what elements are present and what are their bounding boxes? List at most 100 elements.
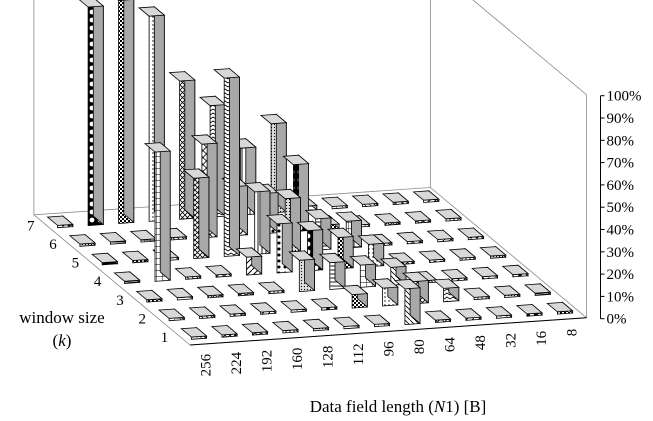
- bar-top-face: [131, 230, 156, 239]
- bar-top-face: [137, 290, 162, 299]
- y-axis-title-line2: (k): [53, 331, 72, 350]
- z-tick-label: 80%: [607, 133, 635, 149]
- x-tick-label: 16: [534, 330, 550, 346]
- x-tick-label: 80: [412, 339, 428, 354]
- bar-top-face: [312, 299, 337, 308]
- bar-w2-n112: [312, 299, 337, 311]
- window-size-tick-label: 7: [27, 218, 35, 234]
- bar-side-face: [199, 169, 209, 258]
- bar-top-face: [78, 0, 103, 7]
- bar-w7-n192: [109, 0, 134, 224]
- bar-w4-n8: [480, 247, 505, 259]
- bar-top-face: [228, 284, 253, 293]
- bar-w7-n16: [383, 193, 408, 205]
- z-tick-label: 70%: [607, 156, 635, 172]
- bar-w6-n32: [375, 214, 400, 226]
- bar-w3-n192: [198, 286, 223, 298]
- window-size-tick-label: 4: [94, 274, 102, 290]
- bar-top-face: [397, 232, 422, 241]
- bar-top-face: [261, 114, 286, 124]
- bar-top-face: [139, 7, 164, 16]
- bar-w6-n224: [100, 233, 125, 245]
- bar-w6-n192: [131, 230, 156, 242]
- bars-layer: [48, 0, 573, 339]
- x-tick-label: 224: [229, 351, 245, 374]
- x-tick-label: 192: [259, 350, 275, 373]
- bar-top-face: [517, 305, 542, 314]
- bar-w6-n8: [436, 209, 461, 221]
- bar-w1-n64: [425, 311, 450, 323]
- bar-top-face: [405, 212, 430, 221]
- bar-w7-n128: [170, 72, 195, 220]
- bar-w1-n96: [364, 315, 389, 327]
- bar-top-face: [414, 191, 439, 200]
- bar-w1-n112: [334, 317, 359, 329]
- z-tick-label: 0%: [607, 312, 627, 328]
- bar-w4-n160: [206, 266, 231, 278]
- z-tick-label: 30%: [607, 245, 635, 261]
- bar-w1-n160: [273, 321, 298, 333]
- bar-w4-n224: [145, 143, 170, 282]
- bar-w5-n8: [458, 228, 483, 240]
- bar-side-face: [124, 0, 134, 222]
- bar-w3-n8: [503, 265, 528, 277]
- bar-w3-n80: [350, 256, 375, 288]
- bar-w2-n160: [251, 303, 276, 315]
- bar-w2-n48: [434, 279, 459, 302]
- bar-w2-n224: [190, 307, 215, 319]
- z-tick-label: 10%: [607, 289, 635, 305]
- y-axis-title-line1: window size: [19, 308, 104, 327]
- bar-top-face: [114, 272, 139, 281]
- x-tick-label: 8: [564, 329, 580, 337]
- bar-top-face: [472, 267, 497, 276]
- bar-w7-n48: [322, 197, 347, 209]
- bar-w2-n8: [525, 284, 550, 296]
- window-size-tick-label: 3: [116, 293, 124, 309]
- bar-w3-n224: [167, 288, 192, 300]
- bar-top-face: [428, 230, 453, 239]
- bar-w7-n8: [414, 191, 439, 203]
- bar-w4-n256: [114, 272, 139, 284]
- z-tick-label: 20%: [607, 267, 635, 283]
- bar-top-face: [364, 315, 389, 324]
- bar-w1-n224: [212, 326, 237, 338]
- bar-w1-n256: [181, 328, 206, 340]
- z-tick-label: 100%: [607, 89, 642, 105]
- bar-w3-n96: [320, 253, 345, 289]
- bar-top-face: [170, 72, 195, 81]
- bar-top-face: [123, 251, 148, 260]
- window-size-tick-label: 2: [139, 311, 147, 327]
- bar-top-face: [442, 269, 467, 278]
- x-tick-label: 48: [473, 335, 489, 350]
- bar-top-face: [206, 266, 231, 275]
- bar-top-face: [167, 288, 192, 297]
- x-axis-title: Data field length (N1) [B]: [310, 397, 487, 416]
- bar-top-face: [456, 309, 481, 318]
- bar-top-face: [464, 288, 489, 297]
- bar-w2-n128: [281, 301, 306, 313]
- bar-w1-n192: [242, 323, 267, 335]
- bar-w1-n80: [395, 280, 420, 325]
- bar-w1-n128: [303, 319, 328, 331]
- x-tick-label: 64: [442, 337, 458, 353]
- bar-top-face: [283, 155, 308, 165]
- bar-top-face: [198, 286, 223, 295]
- bar-top-face: [436, 209, 461, 218]
- bar-top-face: [70, 235, 95, 244]
- bar-top-face: [200, 96, 225, 106]
- z-tick-label: 60%: [607, 178, 635, 194]
- bar-top-face: [336, 212, 361, 221]
- bar-w2-n192: [220, 305, 245, 317]
- bar-top-face: [383, 193, 408, 202]
- bar-top-face: [100, 233, 125, 242]
- bar-w2-n96: [342, 285, 367, 308]
- bar-w5-n32: [397, 232, 422, 244]
- x-tick-label: 160: [290, 348, 306, 371]
- bar-top-face: [306, 210, 331, 219]
- bar-top-face: [425, 311, 450, 320]
- bar-w3-n160: [228, 284, 253, 296]
- bar-top-face: [353, 195, 378, 204]
- bar-top-face: [273, 321, 298, 330]
